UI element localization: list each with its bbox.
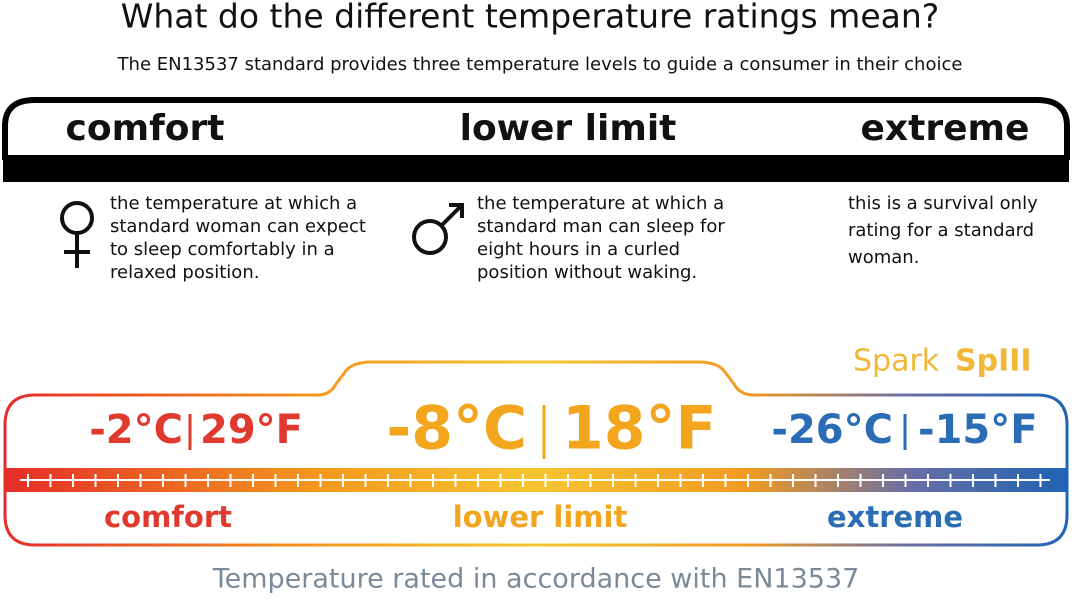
celsius-rating: -8°C xyxy=(386,394,527,464)
brand: Spark xyxy=(853,344,940,379)
subtitle: The EN13537 standard provides three temp… xyxy=(117,54,963,75)
celsius-rating: -2°C xyxy=(89,407,183,453)
model: SpIII xyxy=(955,344,1032,379)
rating-label: lower limit xyxy=(453,500,628,534)
level-description: eight hours in a curled xyxy=(477,239,680,260)
rating-label: extreme xyxy=(827,500,963,534)
header-frame xyxy=(2,97,1070,160)
level-description: rating for a standard xyxy=(848,220,1034,241)
header-bar xyxy=(3,155,1069,182)
level-description: woman. xyxy=(848,247,919,268)
level-heading: extreme xyxy=(861,108,1030,149)
fahrenheit-rating: 29°F xyxy=(200,407,303,453)
level-description: to sleep comfortably in a xyxy=(110,239,335,260)
rating-label: comfort xyxy=(104,500,232,534)
fahrenheit-rating: -15°F xyxy=(918,407,1038,453)
level-description: the temperature at which a xyxy=(477,193,724,214)
level-description: relaxed position. xyxy=(110,262,259,283)
fahrenheit-rating: 18°F xyxy=(562,394,716,464)
footer: Temperature rated in accordance with EN1… xyxy=(212,564,860,595)
celsius-rating: -26°C xyxy=(771,407,893,453)
level-description: standard woman can expect xyxy=(110,216,366,237)
level-description: standard man can sleep for xyxy=(477,216,725,237)
level-heading: comfort xyxy=(66,108,225,149)
title: What do the different temperature rating… xyxy=(121,0,940,36)
female-icon xyxy=(60,201,94,268)
scale-ticks xyxy=(27,474,1042,487)
level-heading: lower limit xyxy=(460,108,677,149)
level-description: position without waking. xyxy=(477,262,697,283)
level-description: this is a survival only xyxy=(848,193,1038,214)
rating-frame xyxy=(3,360,1069,547)
male-icon xyxy=(412,203,464,255)
level-description: the temperature at which a xyxy=(110,193,357,214)
